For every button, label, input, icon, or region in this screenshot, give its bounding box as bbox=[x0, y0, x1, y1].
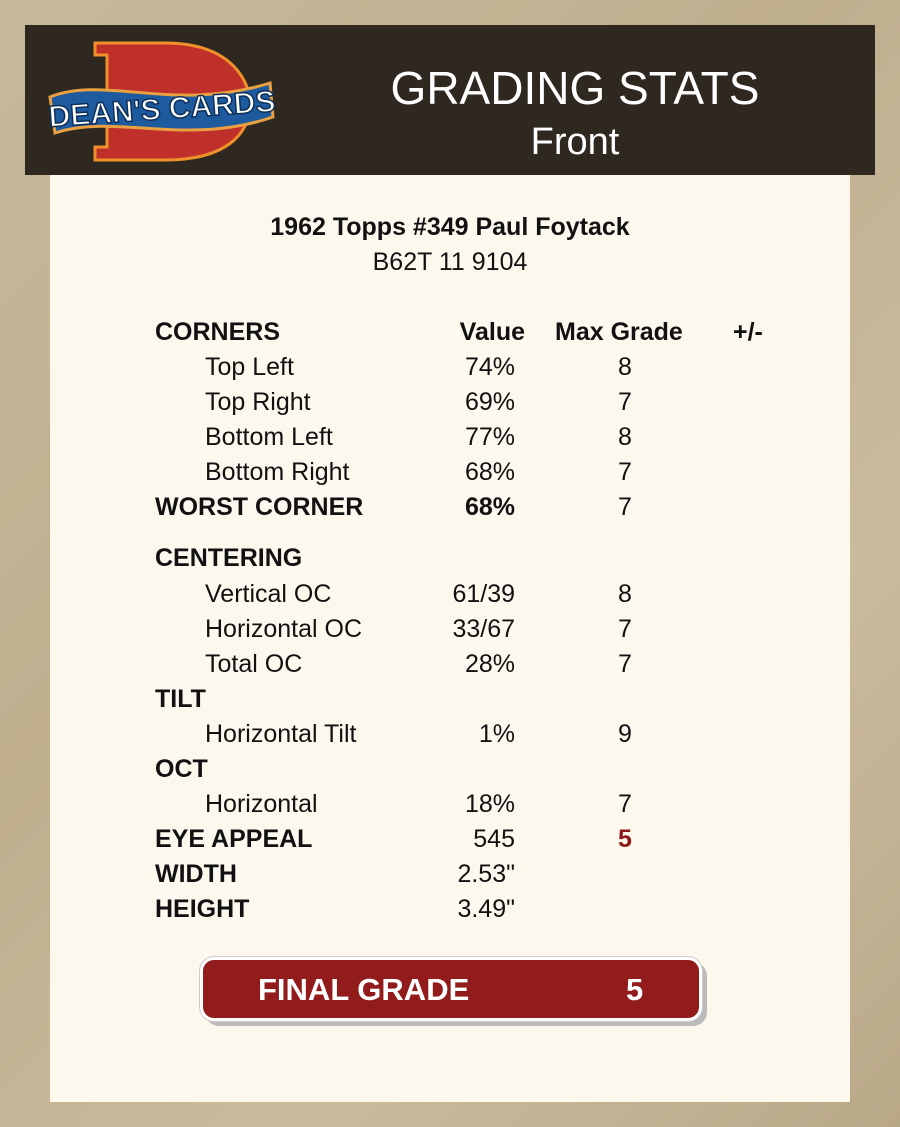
stat-value: 74% bbox=[464, 353, 515, 381]
stat-label: CORNERS bbox=[155, 318, 281, 346]
stat-value: 18% bbox=[464, 790, 515, 818]
header-value: Value bbox=[459, 318, 525, 346]
stat-label: Horizontal OC bbox=[205, 615, 362, 643]
stat-row: Horizontal Tilt 1% 9 bbox=[50, 720, 850, 750]
stat-row: TILT bbox=[50, 685, 850, 715]
stat-row: Total OC 28% 7 bbox=[50, 650, 850, 680]
card-title: 1962 Topps #349 Paul Foytack bbox=[270, 213, 630, 241]
stat-label: WIDTH bbox=[155, 860, 237, 888]
stat-row: EYE APPEAL 545 5 bbox=[50, 825, 850, 855]
stat-max-grade: 8 bbox=[618, 423, 632, 451]
stat-value: 3.49" bbox=[457, 895, 515, 923]
stat-label: EYE APPEAL bbox=[155, 825, 313, 853]
stat-label: Vertical OC bbox=[205, 580, 332, 608]
final-grade-value: 5 bbox=[626, 972, 644, 1007]
stat-max-grade: 8 bbox=[618, 353, 632, 381]
stat-label: Top Left bbox=[205, 353, 294, 381]
stat-value: 61/39 bbox=[452, 580, 515, 608]
page-subtitle: Front bbox=[530, 121, 620, 163]
stat-max-grade: 7 bbox=[618, 615, 632, 643]
stat-label: CENTERING bbox=[155, 544, 303, 572]
stat-value: 28% bbox=[464, 650, 515, 678]
stat-row: HEIGHT 3.49" bbox=[50, 895, 850, 925]
stat-row: Top Left 74% 8 bbox=[50, 353, 850, 383]
stat-row: CENTERING bbox=[50, 544, 850, 574]
stat-value: 77% bbox=[464, 423, 515, 451]
stat-label: Bottom Right bbox=[205, 458, 350, 486]
grading-card: 1962 Topps #349 Paul Foytack B62T 11 910… bbox=[50, 175, 850, 1102]
stat-max-grade: 9 bbox=[618, 720, 632, 748]
deans-cards-logo: DEAN'S CARDS bbox=[47, 41, 277, 162]
stat-max-grade: 8 bbox=[618, 580, 632, 608]
stat-max-grade: 7 bbox=[618, 790, 632, 818]
stat-max-grade: 7 bbox=[618, 458, 632, 486]
stat-label: TILT bbox=[155, 685, 206, 713]
stat-label: Bottom Left bbox=[205, 423, 333, 451]
stat-row: WIDTH 2.53" bbox=[50, 860, 850, 890]
stat-row: WORST CORNER 68% 7 bbox=[50, 493, 850, 523]
stat-label: Horizontal bbox=[205, 790, 318, 818]
stat-row: Vertical OC 61/39 8 bbox=[50, 580, 850, 610]
stat-value: 545 bbox=[473, 825, 515, 853]
stat-row: OCT bbox=[50, 755, 850, 785]
stat-label: Total OC bbox=[205, 650, 303, 678]
stat-value: 69% bbox=[464, 388, 515, 416]
final-grade-button[interactable]: FINAL GRADE 5 bbox=[200, 957, 702, 1021]
stat-value: 2.53" bbox=[457, 860, 515, 888]
stat-row: Horizontal OC 33/67 7 bbox=[50, 615, 850, 645]
stat-label: Top Right bbox=[205, 388, 311, 416]
stat-row: Bottom Left 77% 8 bbox=[50, 423, 850, 453]
card-id: B62T 11 9104 bbox=[372, 248, 528, 276]
stat-value: 68% bbox=[464, 458, 515, 486]
header-bar: DEAN'S CARDS GRADING STATS Front bbox=[25, 25, 875, 175]
stat-value: 68% bbox=[464, 493, 515, 521]
stat-max-grade: 5 bbox=[618, 825, 632, 853]
stat-row: Horizontal 18% 7 bbox=[50, 790, 850, 820]
stat-max-grade: 7 bbox=[618, 650, 632, 678]
stat-row: Top Right 69% 7 bbox=[50, 388, 850, 418]
stat-label: WORST CORNER bbox=[155, 493, 364, 521]
page-title: GRADING STATS bbox=[390, 62, 760, 114]
final-grade-label: FINAL GRADE bbox=[258, 972, 470, 1007]
stat-label: Horizontal Tilt bbox=[205, 720, 357, 748]
stat-row: Bottom Right 68% 7 bbox=[50, 458, 850, 488]
header-max-grade: Max Grade bbox=[555, 318, 683, 346]
stat-label: HEIGHT bbox=[155, 895, 250, 923]
stat-value: 33/67 bbox=[452, 615, 515, 643]
header-plus-minus: +/- bbox=[733, 318, 763, 346]
stat-max-grade: 7 bbox=[618, 493, 632, 521]
stat-value: 1% bbox=[478, 720, 515, 748]
column-headers: Value Max Grade +/- bbox=[50, 318, 850, 348]
stat-row: CORNERS bbox=[50, 318, 850, 348]
stat-label: OCT bbox=[155, 755, 208, 783]
stat-max-grade: 7 bbox=[618, 388, 632, 416]
